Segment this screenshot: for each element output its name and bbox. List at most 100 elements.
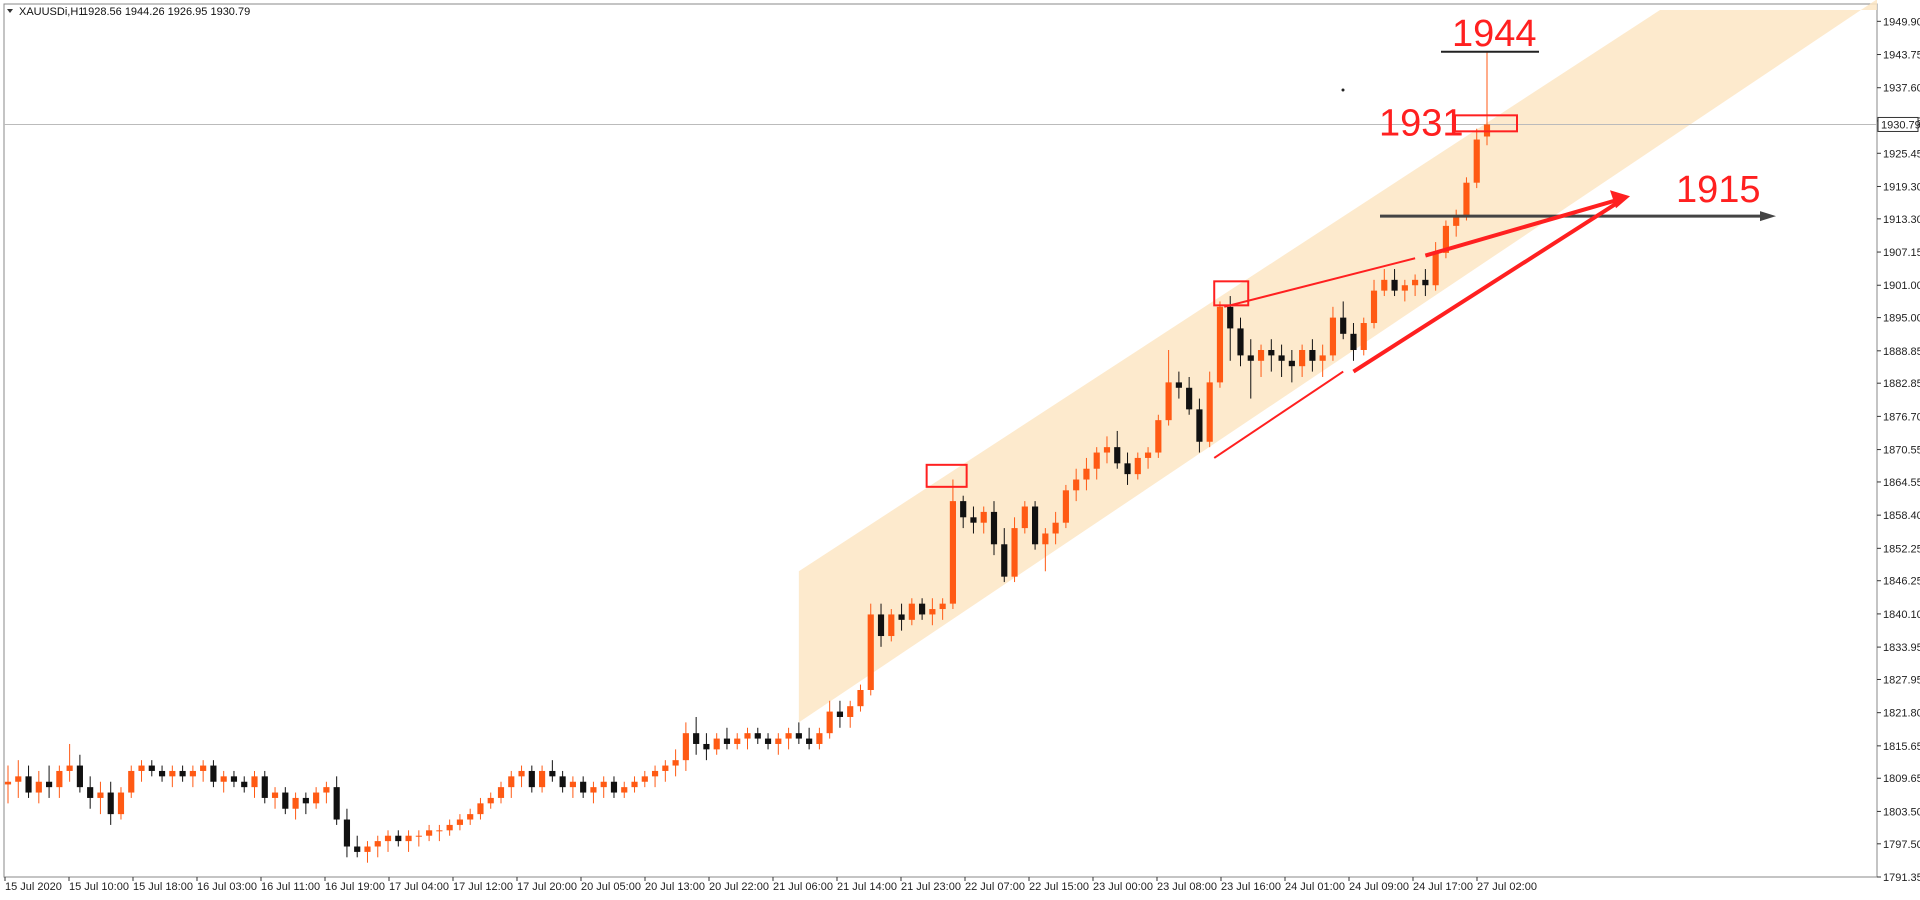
price-tick-label: 1882.85 (1883, 378, 1920, 390)
price-tick-label: 1901.00 (1883, 280, 1920, 292)
time-tick-label: 21 Jul 06:00 (773, 881, 833, 893)
candle-body (1093, 452, 1100, 469)
candle-body (1381, 279, 1388, 291)
candle-body (35, 781, 42, 793)
candle-body (1052, 522, 1059, 534)
candle-body (980, 511, 987, 523)
candle-body (97, 792, 104, 798)
price-tick-label: 1907.15 (1883, 247, 1920, 259)
candle-body (158, 770, 166, 777)
candle-body (56, 770, 63, 788)
candle-body (816, 733, 823, 744)
candle-body (600, 781, 607, 788)
candle-body (487, 797, 494, 804)
candle-body (1073, 479, 1080, 491)
candle-body (241, 781, 248, 788)
candle-body (1227, 306, 1234, 329)
candle-body (1370, 290, 1378, 324)
candle-body (826, 711, 833, 734)
candle-body (251, 776, 258, 788)
time-tick-label: 17 Jul 20:00 (517, 881, 577, 893)
time-tick-label: 20 Jul 05:00 (581, 881, 641, 893)
candle-body (631, 781, 638, 788)
time-tick-label: 20 Jul 22:00 (709, 881, 769, 893)
price-tick-label: 1833.95 (1883, 642, 1920, 654)
candle-body (1453, 215, 1460, 226)
price-tick-label: 1809.65 (1883, 773, 1920, 785)
price-tick-label: 1919.30 (1883, 181, 1920, 193)
candle-body (1237, 328, 1244, 356)
candle-body (1299, 350, 1306, 367)
candle-body (1042, 533, 1049, 545)
candle-body (292, 797, 299, 809)
plot-frame (3, 3, 1878, 878)
candle-body (15, 776, 22, 782)
candle-body (1412, 279, 1419, 286)
time-tick-label: 15 Jul 10:00 (69, 881, 129, 893)
candle-body (415, 835, 422, 837)
candle-body (1134, 457, 1141, 475)
price-tick-label: 1840.10 (1883, 609, 1920, 621)
price-tick-label: 1821.80 (1883, 708, 1920, 720)
candle-body (446, 824, 453, 831)
price-tick-label: 1864.55 (1883, 477, 1920, 489)
candle-body (333, 787, 340, 820)
time-tick-label: 21 Jul 23:00 (901, 881, 961, 893)
candle-body (610, 781, 618, 793)
candle-body (888, 614, 895, 637)
candle-body (76, 765, 83, 788)
price-tick-label: 1846.25 (1883, 576, 1920, 588)
candle-body (621, 787, 628, 793)
candle-body (497, 787, 505, 798)
candle-body (682, 733, 689, 761)
candle-body (405, 835, 412, 842)
candle-body (569, 781, 576, 788)
time-tick-label: 24 Jul 09:00 (1349, 881, 1409, 893)
candle-body (1329, 317, 1337, 356)
candle-body (1473, 139, 1480, 183)
candle-body (1463, 182, 1470, 216)
time-tick-label: 17 Jul 04:00 (389, 881, 449, 893)
candle-body (1442, 225, 1449, 253)
time-tick-label: 22 Jul 15:00 (1029, 881, 1089, 893)
candle-body (1165, 382, 1172, 421)
candle-body (672, 760, 679, 766)
price-tick-label: 1827.95 (1883, 674, 1920, 686)
candle-body (580, 781, 587, 793)
candlestick-series (4, 51, 1491, 863)
candle-body (169, 770, 176, 777)
time-tick-label: 23 Jul 16:00 (1221, 881, 1281, 893)
label-1915: 1915 (1676, 169, 1761, 211)
time-tick-label: 23 Jul 08:00 (1157, 881, 1217, 893)
candle-body (518, 770, 525, 777)
candle-body (990, 511, 998, 545)
candle-body (1083, 468, 1090, 480)
candle-body (1186, 387, 1193, 410)
candle-body (1401, 285, 1408, 291)
highlight-box-first-high (925, 463, 968, 488)
candle-body (929, 609, 936, 615)
current-price-tag: 1930.79 (1877, 116, 1920, 132)
price-tick-label: 1803.50 (1883, 806, 1920, 818)
price-tick-label: 1895.00 (1883, 313, 1920, 325)
price-tick-label: 1876.70 (1883, 411, 1920, 423)
candle-body (261, 776, 268, 798)
candle-body (1103, 447, 1111, 453)
candle-body (66, 765, 73, 771)
candle-body (323, 787, 330, 793)
candle-body (836, 711, 844, 717)
candle-body (939, 603, 946, 610)
candle-body (1278, 355, 1285, 361)
red-arrowhead (1610, 190, 1630, 209)
candle-body (908, 603, 915, 620)
collapse-triangle-icon[interactable] (7, 9, 13, 13)
time-tick-label: 24 Jul 17:00 (1413, 881, 1473, 893)
current-price-tag-bg (1877, 116, 1919, 132)
triangle-upper-line (1223, 257, 1416, 308)
candle-body (1175, 382, 1182, 388)
candle-body (148, 765, 155, 771)
price-tick-label: 1852.25 (1883, 543, 1920, 555)
candle-body (867, 614, 874, 690)
time-tick-label: 17 Jul 12:00 (453, 881, 513, 893)
